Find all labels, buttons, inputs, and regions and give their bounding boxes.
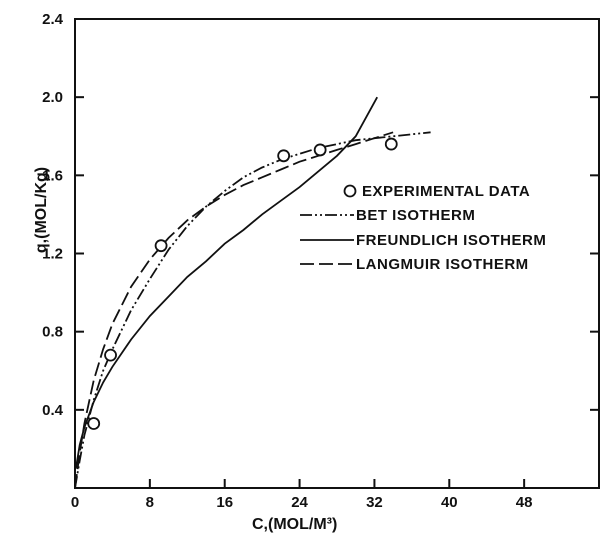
x-tick-label: 40	[441, 494, 458, 511]
experimental-point	[154, 239, 168, 253]
legend-label: FREUNDLICH ISOTHERM	[356, 232, 546, 249]
x-tick-label: 32	[366, 494, 383, 511]
y-axis-ticks: 0.4 0.8 1.2 1.6 2.0 2.4	[42, 11, 599, 419]
x-tick-label: 48	[516, 494, 533, 511]
curve-freundlich-isotherm	[75, 96, 378, 469]
x-axis-ticks: 0 8 16 24 32 40 48	[71, 479, 533, 511]
experimental-point	[277, 149, 291, 163]
legend-label: LANGMUIR ISOTHERM	[356, 256, 529, 273]
y-tick-label: 2.0	[42, 89, 63, 106]
y-tick-label: 0.4	[42, 402, 64, 419]
y-tick-label: 1.6	[42, 167, 63, 184]
y-axis-title: q,(MOL/Kg)	[33, 167, 50, 253]
y-tick-label: 0.8	[42, 324, 63, 341]
y-tick-label: 1.2	[42, 246, 63, 263]
experimental-point	[384, 137, 398, 151]
curve-langmuir-isotherm	[74, 131, 394, 489]
curve-bet-isotherm	[74, 131, 431, 489]
experimental-point	[104, 348, 117, 362]
y-tick-label: 2.4	[42, 11, 64, 28]
legend-label: BET ISOTHERM	[356, 207, 475, 224]
x-tick-label: 16	[216, 494, 233, 511]
legend: EXPERIMENTAL DATA BET ISOTHERM FREUNDLICH …	[300, 183, 546, 273]
x-tick-label: 24	[291, 494, 308, 511]
legend-marker-icon	[343, 184, 357, 198]
x-tick-label: 0	[71, 494, 79, 511]
x-tick-label: 8	[146, 494, 154, 511]
experimental-point	[313, 143, 327, 157]
plot-frame	[74, 18, 600, 489]
experimental-point	[87, 417, 101, 430]
legend-label: EXPERIMENTAL DATA	[362, 183, 530, 200]
experimental-markers	[87, 137, 398, 430]
x-axis-title: C,(MOL/M³)	[252, 516, 337, 533]
series-curves	[74, 96, 431, 489]
